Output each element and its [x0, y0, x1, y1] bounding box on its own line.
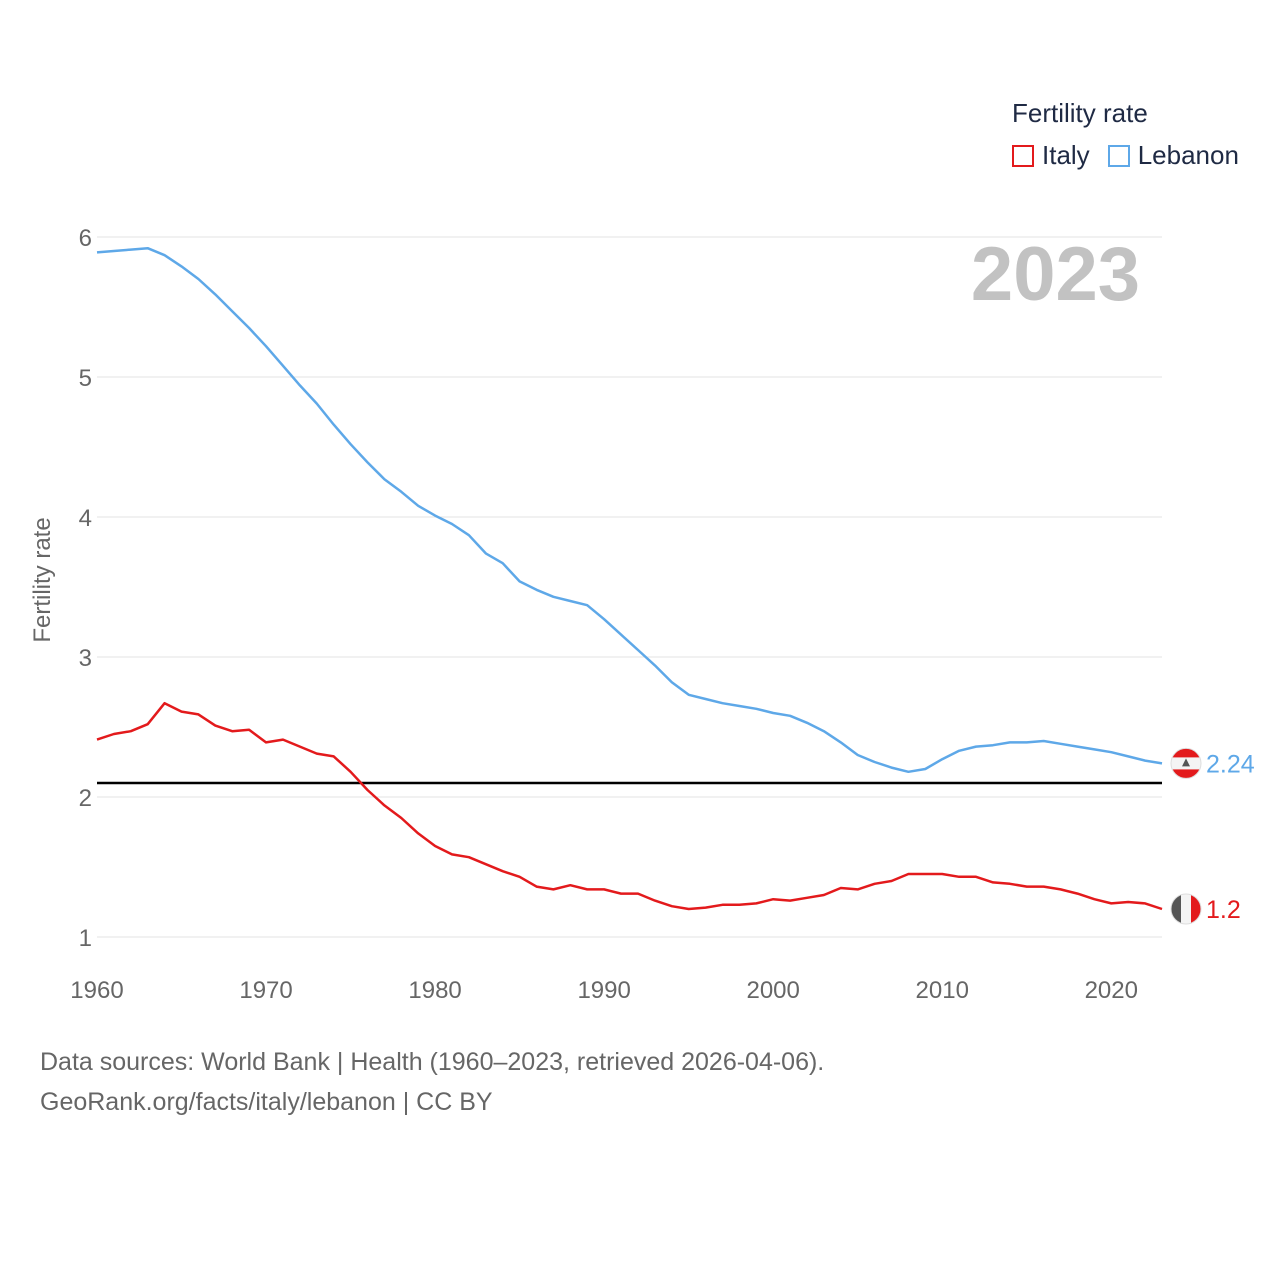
data-sources: Data sources: World Bank | Health (1960–… — [40, 1042, 824, 1122]
gridlines — [97, 236, 1162, 938]
flag-italy-icon — [1170, 893, 1202, 925]
legend-swatch-lebanon — [1107, 144, 1130, 167]
sources-link[interactable]: GeoRank.org/facts/italy/lebanon | CC BY — [40, 1088, 493, 1116]
y-tick-label: 2 — [79, 785, 92, 812]
x-tick-label: 2010 — [916, 977, 969, 1004]
legend: Italy Lebanon — [1012, 140, 1257, 171]
y-tick-label: 4 — [79, 505, 92, 532]
y-tick-label: 6 — [79, 225, 92, 252]
x-tick-label: 2020 — [1085, 977, 1138, 1004]
series-line-italy — [96, 701, 1163, 911]
y-axis-label: Fertility rate — [29, 517, 56, 642]
x-tick-label: 1960 — [70, 977, 123, 1004]
legend-title: Fertility rate — [1012, 98, 1148, 128]
end-markers: 1.2 2.24 — [1170, 747, 1255, 925]
legend-item-lebanon[interactable]: Lebanon — [1107, 140, 1239, 171]
sources-text: Data sources: World Bank | Health (1960–… — [40, 1048, 825, 1076]
y-tick-label: 3 — [79, 645, 92, 672]
series-lines — [96, 246, 1163, 911]
y-tick-label: 5 — [79, 365, 92, 392]
x-tick-label: 2000 — [746, 977, 799, 1004]
x-tick-label: 1970 — [239, 977, 292, 1004]
flag-lebanon-icon — [1170, 747, 1202, 779]
chart-title-year: 2023 — [971, 232, 1140, 317]
legend-label-italy: Italy — [1042, 140, 1090, 170]
x-tick-label: 1980 — [408, 977, 461, 1004]
end-value-lebanon: 2.24 — [1206, 750, 1255, 778]
legend-label-lebanon: Lebanon — [1137, 140, 1239, 170]
y-tick-label: 1 — [79, 925, 92, 952]
series-line-lebanon — [96, 246, 1163, 774]
legend-item-italy[interactable]: Italy — [1012, 140, 1090, 171]
end-value-italy: 1.2 — [1206, 896, 1241, 924]
x-tick-label: 1990 — [577, 977, 630, 1004]
legend-swatch-italy — [1012, 144, 1034, 167]
axes: 1 2 3 4 5 6 1960 1970 1980 1990 2000 2010 2020 — [70, 225, 1138, 1004]
